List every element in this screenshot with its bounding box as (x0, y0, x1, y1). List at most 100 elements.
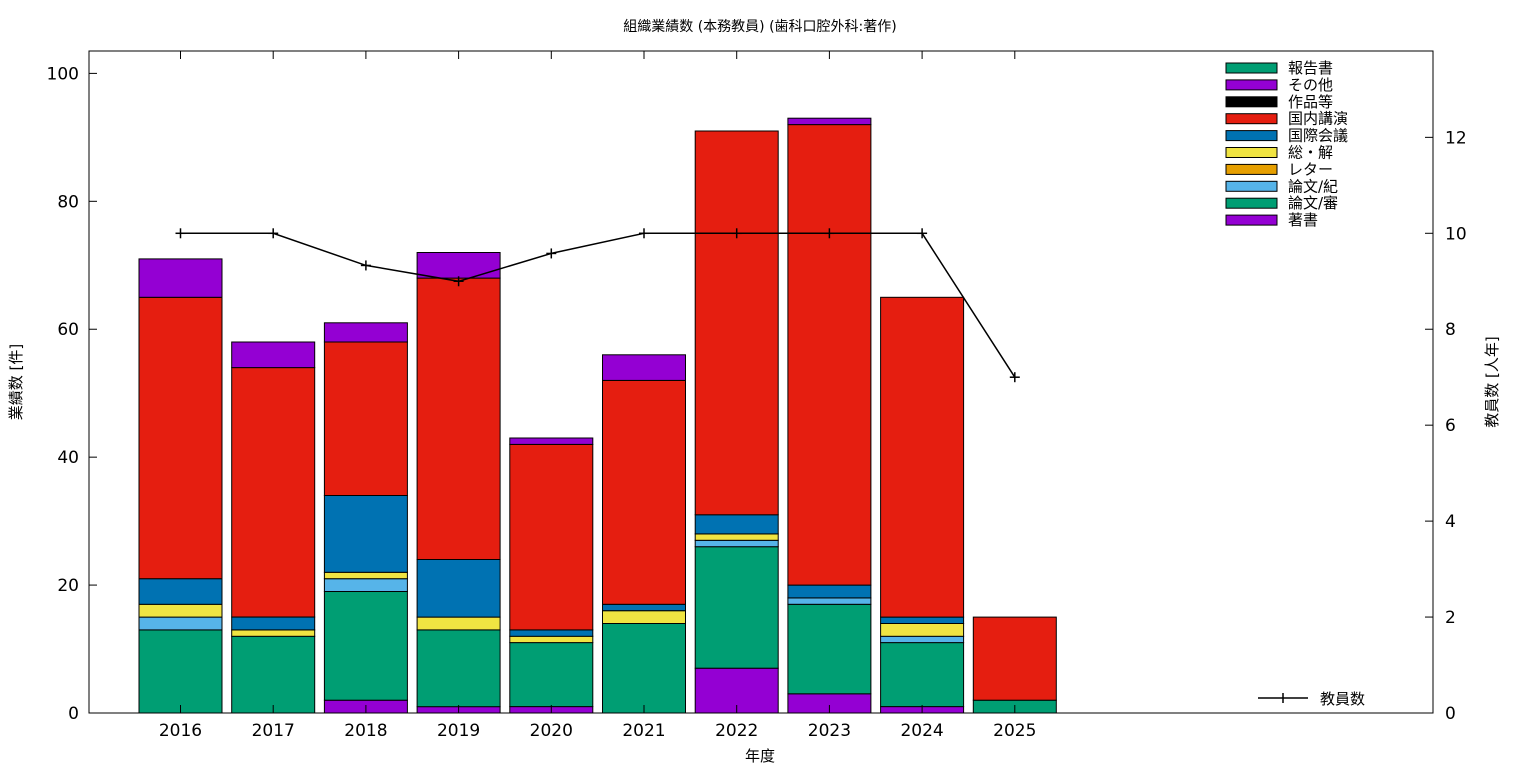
bar-segment-2021-5 (602, 603, 686, 612)
bar-segment-2018-2 (323, 578, 408, 593)
bar-segment-2018-5 (323, 495, 408, 573)
line-layer (175, 228, 1020, 383)
y2-tick-label: 12 (1445, 128, 1467, 148)
legend-swatch (1225, 130, 1278, 142)
y2-tick-label: 2 (1445, 608, 1456, 628)
y-tick-label: 0 (68, 704, 79, 724)
bar-segment-2024-4 (880, 623, 965, 637)
bar-segment-2017-5 (231, 616, 316, 631)
bar-segment-2024-2 (880, 635, 965, 644)
legend-label: 国際会議 (1288, 127, 1348, 145)
bar-segment-2024-1 (880, 642, 965, 708)
bar-segment-2024-5 (880, 616, 965, 624)
bar-segment-2022-2 (694, 539, 779, 548)
bar-segment-2023-1 (787, 603, 872, 695)
x-tick-label: 2020 (530, 721, 573, 741)
legend-label: その他 (1288, 76, 1333, 94)
faculty-count-point (546, 248, 557, 259)
y-tick-label: 40 (57, 448, 79, 468)
x-tick-label: 2019 (437, 721, 480, 741)
faculty-count-point (731, 228, 742, 239)
bar-segment-2019-6 (416, 277, 501, 560)
faculty-count-point (917, 228, 928, 239)
bar-segment-2021-6 (602, 379, 686, 605)
legend-swatch (1225, 96, 1278, 108)
legend-swatch (1225, 197, 1278, 209)
y2-tick-label: 6 (1445, 416, 1456, 436)
y2-tick-label: 8 (1445, 320, 1456, 340)
y2-axis-title: 教員数 [人年] (1483, 336, 1501, 427)
legend-label: 作品等 (1288, 93, 1333, 111)
y-axis-title: 業績数 [件] (7, 344, 25, 420)
faculty-count-point (175, 228, 186, 239)
bar-segment-2020-5 (509, 629, 594, 637)
faculty-count-point (268, 228, 279, 239)
x-tick-label: 2017 (252, 721, 295, 741)
legend-label: レター (1288, 160, 1333, 178)
legend-label: 論文/紀 (1288, 177, 1338, 195)
legend-label: 総・解 (1288, 144, 1333, 162)
bar-segment-2019-1 (416, 629, 501, 708)
bar-segment-2018-1 (323, 591, 408, 701)
faculty-count-point (824, 228, 835, 239)
legend-label: 報告書 (1288, 59, 1333, 77)
legend-swatch (1225, 163, 1278, 175)
x-tick-label: 2018 (344, 721, 387, 741)
bar-segment-2023-8 (787, 117, 872, 126)
legend-swatch (1225, 62, 1278, 74)
legend-label: 著書 (1288, 211, 1318, 229)
x-tick-label: 2023 (808, 721, 851, 741)
y2-tick-label: 10 (1445, 224, 1467, 244)
legend-line-label: 教員数 (1320, 690, 1365, 708)
y-tick-label: 80 (57, 192, 79, 212)
bar-segment-2020-6 (509, 443, 594, 631)
axes-layer: 0 20 40 60 80 100 0 2 4 6 8 10 12 2016 2017 2018 2019 202… (47, 51, 1467, 741)
bar-segment-2016-8 (138, 258, 223, 298)
faculty-count-line (180, 232, 1016, 378)
legend-swatch (1225, 113, 1278, 125)
chart-title: 組織業績数 (本務教員) (歯科口腔外科:著作) (623, 19, 896, 35)
faculty-count-point (453, 276, 464, 287)
bar-segment-2017-4 (231, 629, 316, 637)
bar-segment-2018-6 (323, 341, 408, 496)
bar-segment-2016-2 (138, 616, 223, 631)
y2-tick-label: 0 (1445, 704, 1456, 724)
bar-segment-2016-5 (138, 578, 223, 605)
legend-swatch (1225, 147, 1278, 158)
bar-segment-2020-8 (509, 437, 594, 445)
bar-segment-2019-8 (416, 252, 501, 279)
bar-segment-2023-5 (787, 584, 872, 599)
x-tick-label: 2024 (900, 721, 943, 741)
legend-label: 国内講演 (1288, 110, 1348, 128)
y2-tick-label: 4 (1445, 512, 1456, 532)
faculty-count-point (360, 260, 371, 271)
bar-segment-2016-1 (138, 629, 223, 714)
legend-swatch (1225, 79, 1278, 91)
bar-segment-2025-6 (972, 616, 1057, 701)
bar-segment-2023-6 (787, 124, 872, 586)
bar-segment-2018-4 (323, 571, 408, 580)
bar-segment-2016-4 (138, 603, 223, 618)
x-tick-label: 2025 (993, 721, 1036, 741)
faculty-count-point (639, 228, 649, 239)
y-tick-label: 100 (47, 64, 79, 84)
x-tick-label: 2021 (622, 721, 665, 741)
bar-segment-2017-1 (231, 635, 316, 714)
legend-swatch (1225, 214, 1278, 226)
bar-segment-2022-5 (694, 514, 779, 535)
bar-segment-2024-6 (880, 296, 965, 618)
faculty-count-point (1009, 372, 1020, 383)
bar-segment-2018-8 (323, 322, 408, 343)
bar-segment-2022-1 (694, 546, 779, 669)
legend-swatch (1225, 180, 1278, 192)
y-tick-label: 20 (57, 576, 79, 596)
y-tick-label: 60 (57, 320, 79, 340)
bars-layer (138, 117, 1057, 714)
x-axis-title: 年度 (745, 747, 775, 765)
bar-segment-2017-8 (231, 341, 316, 369)
bar-segment-2021-1 (602, 623, 686, 714)
bar-segment-2019-5 (416, 559, 501, 618)
bar-segment-2016-6 (138, 296, 223, 580)
